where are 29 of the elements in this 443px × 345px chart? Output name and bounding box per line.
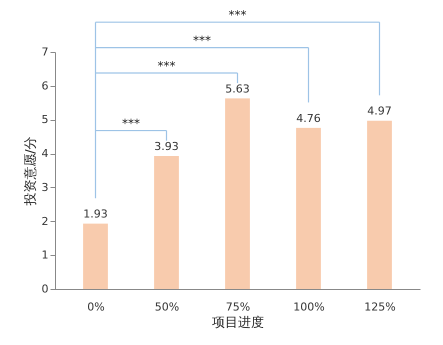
data-label: 4.97 — [367, 104, 392, 118]
y-axis-title: 投资意愿/分 — [24, 136, 38, 207]
data-label: 3.93 — [154, 140, 179, 153]
bar — [225, 98, 250, 289]
x-tick-label: 100% — [293, 300, 325, 314]
text: *** — [193, 34, 211, 48]
y-tick-label: 5 — [42, 113, 48, 126]
annotation: *** — [122, 116, 140, 131]
x-tick-label: 0% — [87, 300, 105, 314]
bar — [367, 120, 392, 289]
y-tick-label: 0 — [42, 282, 48, 296]
x-tick-label: 50% — [154, 300, 180, 314]
annotation: *** — [158, 58, 176, 73]
text: *** — [228, 8, 246, 22]
bar — [154, 156, 179, 289]
y-tick-label: 3 — [42, 180, 48, 194]
y-tick-label: 1 — [42, 248, 48, 262]
data-label: 1.93 — [83, 208, 108, 221]
x-tick-label: 75% — [226, 300, 250, 314]
x-axis-title: 项目进度 — [212, 314, 264, 330]
x-tick-label: 125% — [364, 300, 396, 314]
data-label: 4.76 — [296, 112, 321, 125]
bar — [83, 224, 108, 289]
y-tick-label: 4 — [42, 147, 48, 160]
y-tick-label: 2 — [42, 214, 48, 228]
y-tick-label: 6 — [42, 79, 48, 92]
data-label: 5.63 — [225, 82, 250, 96]
y-tick-label: 7 — [42, 46, 48, 58]
bar — [296, 128, 321, 289]
